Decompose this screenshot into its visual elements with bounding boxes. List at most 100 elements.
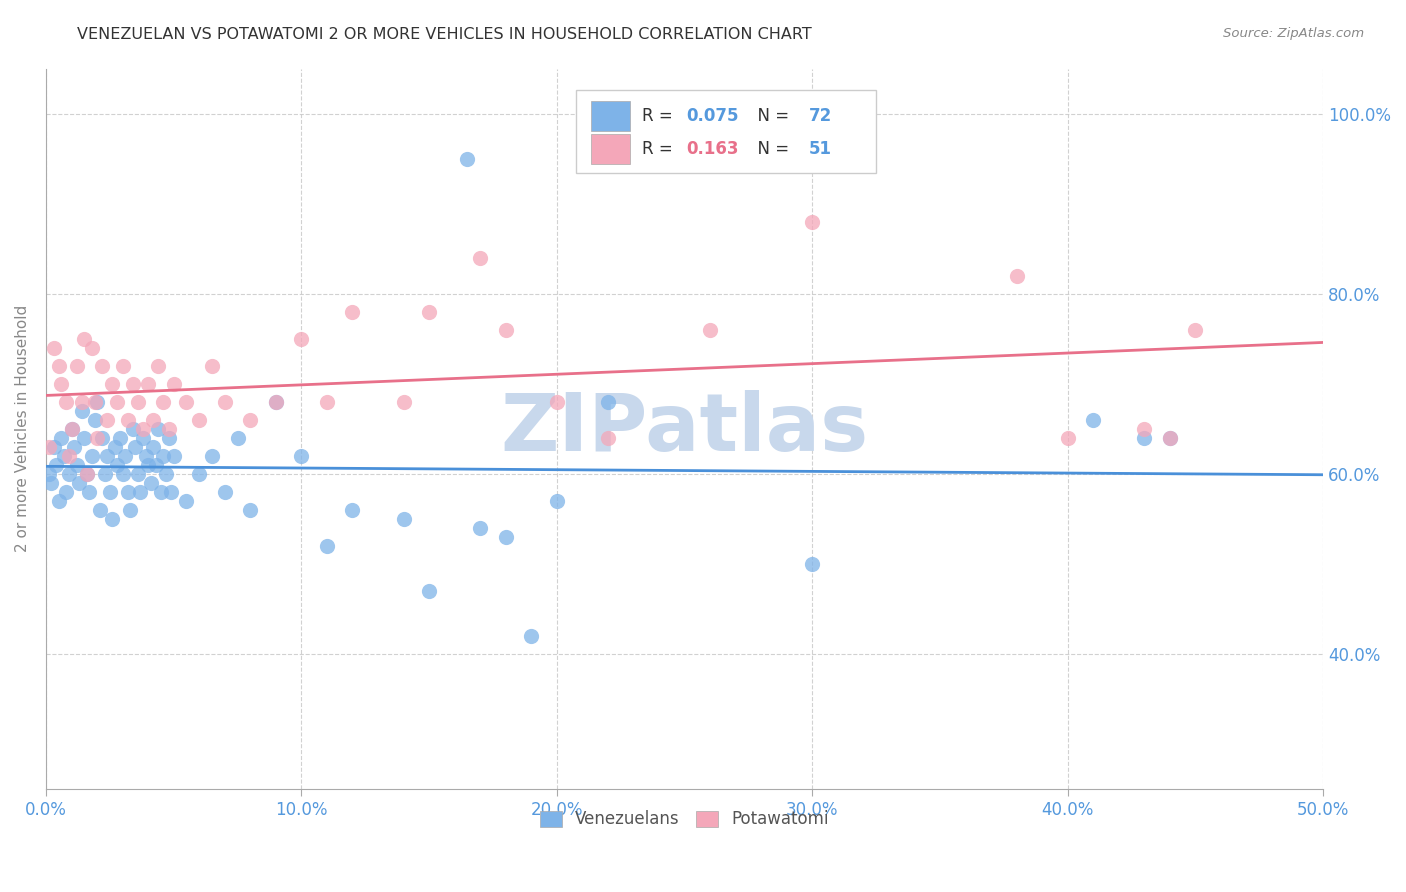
Venezuelans <box>83 413 105 427</box>
Potawatomi <box>142 413 165 427</box>
Potawatomi <box>495 323 517 337</box>
Potawatomi <box>1159 431 1181 445</box>
Potawatomi <box>86 431 108 445</box>
Venezuelans <box>214 484 236 499</box>
Venezuelans <box>104 440 127 454</box>
Potawatomi <box>70 394 93 409</box>
Venezuelans <box>127 467 149 481</box>
Potawatomi <box>699 323 721 337</box>
Potawatomi <box>80 341 103 355</box>
Venezuelans <box>201 449 224 463</box>
Venezuelans <box>132 431 155 445</box>
Venezuelans <box>149 484 172 499</box>
Venezuelans <box>160 484 183 499</box>
Venezuelans <box>418 584 440 599</box>
Potawatomi <box>55 394 77 409</box>
Potawatomi <box>73 332 96 346</box>
Text: Source: ZipAtlas.com: Source: ZipAtlas.com <box>1223 27 1364 40</box>
Potawatomi <box>176 394 198 409</box>
Venezuelans <box>58 467 80 481</box>
FancyBboxPatch shape <box>576 90 876 173</box>
Potawatomi <box>418 305 440 319</box>
Potawatomi <box>163 376 186 391</box>
Venezuelans <box>142 440 165 454</box>
Legend: Venezuelans, Potawatomi: Venezuelans, Potawatomi <box>533 804 835 835</box>
Potawatomi <box>316 394 339 409</box>
Venezuelans <box>111 467 134 481</box>
Venezuelans <box>45 458 67 472</box>
Potawatomi <box>42 341 65 355</box>
Potawatomi <box>1184 323 1206 337</box>
Potawatomi <box>188 413 211 427</box>
Text: 0.163: 0.163 <box>686 140 738 158</box>
Text: VENEZUELAN VS POTAWATOMI 2 OR MORE VEHICLES IN HOUSEHOLD CORRELATION CHART: VENEZUELAN VS POTAWATOMI 2 OR MORE VEHIC… <box>77 27 813 42</box>
Venezuelans <box>1083 413 1105 427</box>
Potawatomi <box>48 359 70 373</box>
Potawatomi <box>96 413 118 427</box>
Venezuelans <box>470 521 492 535</box>
Text: 72: 72 <box>808 107 832 125</box>
Venezuelans <box>145 458 167 472</box>
Venezuelans <box>48 494 70 508</box>
Potawatomi <box>1133 422 1156 436</box>
Potawatomi <box>83 394 105 409</box>
Venezuelans <box>188 467 211 481</box>
Potawatomi <box>264 394 287 409</box>
Venezuelans <box>520 629 543 643</box>
Potawatomi <box>91 359 114 373</box>
Potawatomi <box>121 376 143 391</box>
Venezuelans <box>1159 431 1181 445</box>
Potawatomi <box>470 251 492 265</box>
Potawatomi <box>111 359 134 373</box>
Potawatomi <box>136 376 159 391</box>
Venezuelans <box>596 394 619 409</box>
FancyBboxPatch shape <box>592 101 630 131</box>
Venezuelans <box>152 449 174 463</box>
Potawatomi <box>342 305 364 319</box>
Venezuelans <box>70 404 93 418</box>
Venezuelans <box>392 512 415 526</box>
Venezuelans <box>176 494 198 508</box>
Venezuelans <box>65 458 87 472</box>
Venezuelans <box>148 422 170 436</box>
Venezuelans <box>342 503 364 517</box>
Venezuelans <box>801 557 824 571</box>
Potawatomi <box>1005 268 1028 283</box>
Venezuelans <box>1133 431 1156 445</box>
Text: ZIPatlas: ZIPatlas <box>501 390 869 468</box>
Venezuelans <box>63 440 86 454</box>
Venezuelans <box>316 539 339 553</box>
Potawatomi <box>107 394 129 409</box>
Venezuelans <box>60 422 83 436</box>
Venezuelans <box>39 475 62 490</box>
Venezuelans <box>239 503 262 517</box>
Venezuelans <box>98 484 121 499</box>
Text: 51: 51 <box>808 140 831 158</box>
Venezuelans <box>89 503 111 517</box>
Venezuelans <box>121 422 143 436</box>
Venezuelans <box>114 449 136 463</box>
Potawatomi <box>596 431 619 445</box>
Venezuelans <box>290 449 312 463</box>
Text: N =: N = <box>747 107 794 125</box>
Potawatomi <box>148 359 170 373</box>
Venezuelans <box>546 494 568 508</box>
Potawatomi <box>132 422 155 436</box>
Venezuelans <box>96 449 118 463</box>
FancyBboxPatch shape <box>592 134 630 164</box>
Potawatomi <box>290 332 312 346</box>
Text: N =: N = <box>747 140 794 158</box>
Venezuelans <box>108 431 131 445</box>
Potawatomi <box>801 215 824 229</box>
Potawatomi <box>117 413 139 427</box>
Venezuelans <box>107 458 129 472</box>
Potawatomi <box>60 422 83 436</box>
Venezuelans <box>79 484 101 499</box>
Venezuelans <box>226 431 249 445</box>
Potawatomi <box>201 359 224 373</box>
Venezuelans <box>129 484 152 499</box>
Text: 0.075: 0.075 <box>686 107 738 125</box>
Venezuelans <box>93 467 115 481</box>
Y-axis label: 2 or more Vehicles in Household: 2 or more Vehicles in Household <box>15 305 30 552</box>
Potawatomi <box>58 449 80 463</box>
